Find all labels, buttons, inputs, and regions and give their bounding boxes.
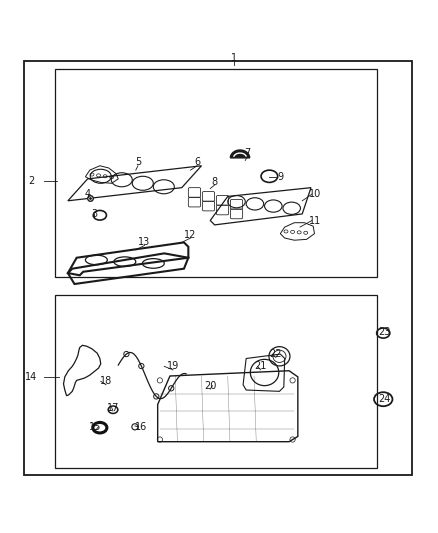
Text: 21: 21 — [254, 361, 267, 372]
Text: 12: 12 — [184, 230, 197, 240]
Bar — [55, 69, 377, 278]
Bar — [55, 295, 377, 468]
Text: 17: 17 — [107, 402, 119, 413]
Text: 20: 20 — [204, 381, 216, 391]
Text: 1: 1 — [231, 53, 237, 63]
Text: 8: 8 — [212, 177, 218, 187]
Text: 14: 14 — [25, 372, 38, 382]
Text: 15: 15 — [89, 422, 102, 432]
Polygon shape — [230, 150, 250, 158]
Text: 10: 10 — [309, 189, 321, 199]
Text: 13: 13 — [138, 237, 151, 247]
Text: 6: 6 — [194, 157, 200, 167]
Text: 9: 9 — [277, 172, 283, 182]
Text: 2: 2 — [28, 176, 35, 186]
Text: 4: 4 — [85, 189, 91, 199]
Bar — [24, 61, 412, 474]
Text: 18: 18 — [100, 376, 112, 386]
Text: 5: 5 — [135, 157, 141, 167]
Text: 23: 23 — [378, 327, 391, 337]
Text: 7: 7 — [244, 148, 251, 158]
Text: 3: 3 — [91, 209, 97, 219]
Text: 19: 19 — [167, 361, 179, 372]
Text: 24: 24 — [378, 394, 391, 404]
Text: 22: 22 — [270, 349, 282, 359]
Text: 16: 16 — [135, 422, 147, 432]
Text: 11: 11 — [309, 215, 321, 225]
